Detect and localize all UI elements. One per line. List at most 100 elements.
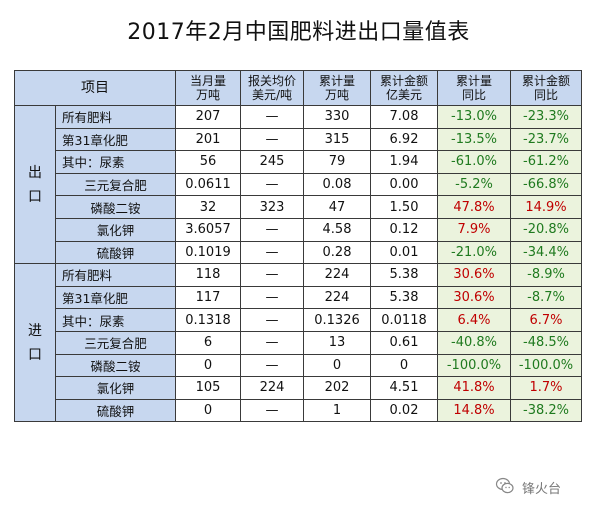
- table-row: 氯化钾 105 224 202 4.51 41.8% 1.7%: [15, 376, 582, 400]
- cell-cum-qty: 224: [303, 263, 371, 287]
- table-row: 磷酸二铵 0—0 0 -100.0% -100.0%: [15, 353, 582, 378]
- cell-avg-price: 224: [240, 376, 304, 400]
- watermark: 锋火台: [495, 474, 585, 500]
- watermark-text: 锋火台: [522, 482, 562, 497]
- row-label: 硫酸钾: [55, 240, 176, 265]
- cell-cum-value: 0: [370, 353, 438, 378]
- cell-cum-value: 0.61: [370, 330, 438, 355]
- cell-qty-yoy: 6.4%: [437, 308, 511, 332]
- header-cum-value: 累计金额 亿美元: [370, 70, 438, 106]
- header-cum-qty: 累计量 万吨: [303, 70, 371, 106]
- cell-month-qty: 32: [175, 195, 241, 219]
- table-row: 磷酸二铵 32 323 47 1.50 47.8% 14.9%: [15, 195, 582, 219]
- cell-value-yoy: -8.9%: [510, 263, 582, 287]
- cell-month-qty: 0: [175, 398, 241, 423]
- cell-month-qty: 207: [175, 105, 241, 129]
- cell-cum-qty: 224: [303, 285, 371, 310]
- cell-qty-yoy: -40.8%: [437, 330, 511, 355]
- fertilizer-trade-table: 项目 当月量 万吨 报关均价 美元/吨 累计量 万吨 累计金额 亿美元 累计量 …: [14, 70, 582, 423]
- cell-cum-value: 0.12: [370, 217, 438, 242]
- wechat-icon: [495, 477, 514, 494]
- cell-cum-qty: 47: [303, 195, 371, 219]
- cell-month-qty: 3.6057: [175, 217, 241, 242]
- cell-qty-yoy: 7.9%: [437, 217, 511, 242]
- cell-cum-qty: 4.58: [303, 217, 371, 242]
- cell-cum-value: 1.94: [370, 150, 438, 174]
- cell-avg-price: —: [240, 330, 304, 355]
- cell-qty-yoy: 30.6%: [437, 285, 511, 310]
- cell-cum-qty: 202: [303, 376, 371, 400]
- cell-month-qty: 0.1318: [175, 308, 241, 332]
- cell-qty-yoy: 47.8%: [437, 195, 511, 219]
- cell-cum-value: 0.01: [370, 240, 438, 265]
- cell-cum-value: 4.51: [370, 376, 438, 400]
- cell-qty-yoy: -13.5%: [437, 127, 511, 152]
- row-label: 其中：尿素: [55, 150, 176, 174]
- section-label-import: 进 口: [14, 263, 56, 423]
- cell-cum-qty: 330: [303, 105, 371, 129]
- row-label: 氯化钾: [55, 217, 176, 242]
- cell-qty-yoy: 30.6%: [437, 263, 511, 287]
- section-label-export: 出 口: [14, 104, 56, 265]
- cell-avg-price: 323: [240, 195, 304, 219]
- row-label: 磷酸二铵: [55, 353, 176, 378]
- row-label: 所有肥料: [55, 105, 176, 129]
- table-row: 三元复合肥 6—13 0.61 -40.8% -48.5%: [15, 330, 582, 355]
- table-row: 硫酸钾 0—1 0.02 14.8% -38.2%: [15, 398, 582, 423]
- cell-avg-price: —: [240, 263, 304, 287]
- cell-qty-yoy: 41.8%: [437, 376, 511, 400]
- cell-value-yoy: 1.7%: [510, 376, 582, 400]
- cell-cum-qty: 315: [303, 127, 371, 152]
- row-label: 第31章化肥: [55, 127, 176, 152]
- table-row: 进 口所有肥料 118—224 5.38 30.6% -8.9%: [14, 263, 582, 423]
- header-value-yoy: 累计金额 同比: [510, 70, 582, 106]
- cell-value-yoy: -34.4%: [510, 240, 582, 265]
- cell-cum-value: 6.92: [370, 127, 438, 152]
- cell-value-yoy: -66.8%: [510, 172, 582, 197]
- row-label: 其中：尿素: [55, 308, 176, 332]
- cell-cum-qty: 0: [303, 353, 371, 378]
- table-row: 出 口所有肥料 207—330 7.08 -13.0% -23.3%: [14, 104, 582, 265]
- cell-cum-value: 5.38: [370, 263, 438, 287]
- cell-value-yoy: -100.0%: [510, 353, 582, 378]
- cell-value-yoy: 6.7%: [510, 308, 582, 332]
- cell-cum-qty: 0.28: [303, 240, 371, 265]
- row-label: 氯化钾: [55, 376, 176, 400]
- cell-month-qty: 117: [175, 285, 241, 310]
- cell-month-qty: 201: [175, 127, 241, 152]
- header-avg-price: 报关均价 美元/吨: [240, 70, 304, 106]
- cell-month-qty: 105: [175, 376, 241, 400]
- table-row: 第31章化肥 117—224 5.38 30.6% -8.7%: [15, 285, 582, 310]
- cell-cum-qty: 79: [303, 150, 371, 174]
- table-row: 氯化钾 3.6057—4.58 0.12 7.9% -20.8%: [15, 217, 582, 242]
- row-label: 硫酸钾: [55, 398, 176, 423]
- table-row: 三元复合肥 0.0611—0.08 0.00 -5.2% -66.8%: [15, 172, 582, 197]
- header-qty-yoy: 累计量 同比: [437, 70, 511, 106]
- cell-avg-price: —: [240, 127, 304, 152]
- cell-qty-yoy: -21.0%: [437, 240, 511, 265]
- page-title: 2017年2月中国肥料进出口量值表: [127, 20, 470, 45]
- row-label: 三元复合肥: [55, 172, 176, 197]
- cell-qty-yoy: -5.2%: [437, 172, 511, 197]
- row-label: 三元复合肥: [55, 330, 176, 355]
- row-label: 磷酸二铵: [55, 195, 176, 219]
- cell-month-qty: 0: [175, 353, 241, 378]
- cell-avg-price: —: [240, 285, 304, 310]
- cell-value-yoy: -23.3%: [510, 105, 582, 129]
- cell-avg-price: —: [240, 240, 304, 265]
- cell-value-yoy: 14.9%: [510, 195, 582, 219]
- cell-cum-value: 7.08: [370, 105, 438, 129]
- cell-avg-price: —: [240, 353, 304, 378]
- cell-month-qty: 0.1019: [175, 240, 241, 265]
- cell-cum-qty: 13: [303, 330, 371, 355]
- cell-avg-price: —: [240, 217, 304, 242]
- cell-month-qty: 6: [175, 330, 241, 355]
- cell-cum-qty: 0.1326: [303, 308, 371, 332]
- cell-cum-qty: 1: [303, 398, 371, 423]
- header-row: 项目 当月量 万吨 报关均价 美元/吨 累计量 万吨 累计金额 亿美元 累计量 …: [14, 70, 582, 106]
- table-row: 第31章化肥 201—315 6.92 -13.5% -23.7%: [15, 127, 582, 152]
- cell-month-qty: 118: [175, 263, 241, 287]
- cell-cum-value: 0.00: [370, 172, 438, 197]
- header-item: 项目: [14, 70, 176, 106]
- table-row: 硫酸钾 0.1019—0.28 0.01 -21.0% -34.4%: [15, 240, 582, 265]
